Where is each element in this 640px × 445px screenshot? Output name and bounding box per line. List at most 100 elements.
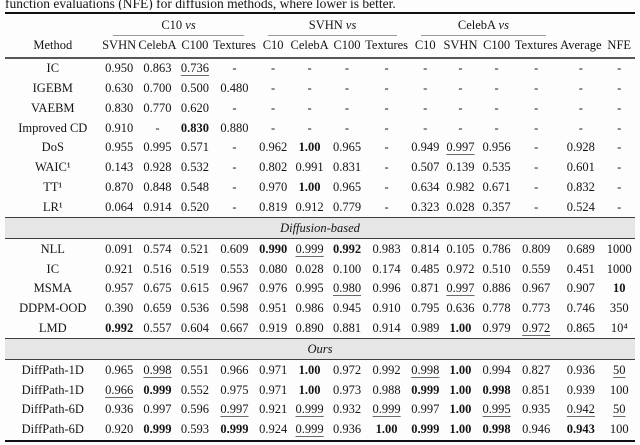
value-cell: 0.999 bbox=[411, 422, 440, 437]
value-cell: 0.851 bbox=[522, 382, 551, 397]
value-cell: 0.779 bbox=[332, 199, 362, 214]
value-cell: 0.986 bbox=[295, 301, 324, 316]
value-cell: 1.00 bbox=[449, 320, 472, 335]
column-header-c10: C10 bbox=[256, 36, 290, 59]
value-cell: - bbox=[307, 100, 312, 115]
method-cell: LMD bbox=[38, 320, 67, 335]
value-cell: 0.919 bbox=[259, 320, 288, 335]
value-cell: 0.890 bbox=[295, 320, 324, 335]
value-cell: 0.965 bbox=[105, 362, 134, 377]
value-cell: - bbox=[271, 81, 276, 96]
value-cell: 0.174 bbox=[372, 261, 401, 276]
value-cell: - bbox=[578, 100, 583, 115]
column-header-c100: C100 bbox=[177, 36, 213, 59]
value-cell: 0.601 bbox=[566, 160, 595, 175]
value-cell: 0.962 bbox=[259, 140, 288, 155]
value-cell: 0.966 bbox=[105, 382, 134, 397]
cmidrule bbox=[112, 35, 245, 36]
value-cell: 0.936 bbox=[332, 422, 362, 437]
value-cell: - bbox=[271, 100, 276, 115]
section-band: Ours bbox=[5, 338, 635, 361]
value-cell: 100 bbox=[609, 382, 629, 397]
value-cell: - bbox=[344, 120, 350, 135]
column-header-c10: C10 bbox=[408, 36, 442, 59]
value-cell: 0.802 bbox=[259, 160, 288, 175]
value-cell: - bbox=[578, 120, 583, 135]
table-row: TT¹ 0.870 0.848 0.548 - 0.970 1.00 0.965 - 0.634 0… bbox=[5, 178, 635, 198]
method-cell: DiffPath-6D bbox=[21, 422, 84, 437]
value-cell: 0.795 bbox=[411, 301, 440, 316]
value-cell: - bbox=[384, 179, 389, 194]
value-cell: 1.00 bbox=[375, 422, 398, 437]
value-cell: 0.871 bbox=[411, 281, 440, 296]
value-cell: 0.865 bbox=[566, 320, 595, 335]
group-header-label: C10 vs bbox=[161, 18, 196, 32]
column-header-c100: C100 bbox=[479, 36, 515, 59]
value-cell: 0.939 bbox=[566, 382, 595, 397]
value-cell: 0.910 bbox=[372, 301, 401, 316]
value-cell: 0.500 bbox=[180, 81, 209, 96]
value-cell: 0.598 bbox=[220, 301, 249, 316]
column-header-svhn: SVHN bbox=[100, 36, 138, 59]
value-cell: 0.914 bbox=[372, 320, 401, 335]
value-cell: 0.557 bbox=[143, 320, 172, 335]
value-cell: - bbox=[155, 120, 160, 135]
value-cell: 0.999 bbox=[143, 382, 172, 397]
value-cell: - bbox=[458, 100, 463, 115]
method-cell: DiffPath-1D bbox=[21, 362, 84, 377]
value-cell: 0.995 bbox=[143, 140, 172, 155]
value-cell: - bbox=[384, 61, 389, 76]
value-cell: 0.827 bbox=[522, 362, 551, 377]
value-cell: 50 bbox=[612, 362, 626, 377]
value-cell: - bbox=[307, 120, 312, 135]
value-cell: 0.520 bbox=[180, 199, 209, 214]
value-cell: 0.999 bbox=[295, 402, 324, 417]
value-cell: - bbox=[458, 120, 463, 135]
value-cell: 0.998 bbox=[482, 422, 511, 437]
group-header-celeba: CelebA vs bbox=[409, 13, 559, 36]
value-cell: - bbox=[384, 140, 389, 155]
value-cell: 0.323 bbox=[411, 199, 440, 214]
value-cell: - bbox=[232, 199, 237, 214]
group-header-svhn: SVHN vs bbox=[256, 13, 408, 36]
method-cell: LR¹ bbox=[42, 199, 63, 214]
method-cell: Improved CD bbox=[18, 120, 88, 135]
value-cell: - bbox=[344, 100, 350, 115]
value-cell: 0.675 bbox=[143, 281, 172, 296]
value-cell: 1.00 bbox=[449, 362, 472, 377]
value-cell: 0.830 bbox=[180, 120, 209, 135]
value-cell: 0.559 bbox=[522, 261, 551, 276]
value-cell: 0.814 bbox=[411, 241, 440, 256]
value-cell: 0.999 bbox=[372, 402, 401, 417]
value-cell: - bbox=[423, 120, 428, 135]
value-cell: - bbox=[617, 160, 622, 175]
value-cell: 0.809 bbox=[522, 241, 551, 256]
method-cell: VAEBM bbox=[31, 100, 75, 115]
value-cell: 0.991 bbox=[295, 160, 324, 175]
column-header-method: Method bbox=[5, 36, 101, 59]
value-cell: 0.659 bbox=[143, 301, 172, 316]
method-cell: TT¹ bbox=[43, 179, 63, 194]
value-cell: 0.989 bbox=[411, 320, 440, 335]
table-row: DiffPath-1D 0.965 0.998 0.551 0.966 0.971 1.00… bbox=[5, 360, 635, 380]
value-cell: 0.548 bbox=[180, 179, 209, 194]
group-header-c10: C10 vs bbox=[101, 13, 257, 36]
value-cell: 0.778 bbox=[482, 301, 511, 316]
value-cell: - bbox=[271, 61, 276, 76]
value-cell: 1.00 bbox=[298, 362, 321, 377]
value-cell: 0.942 bbox=[566, 402, 595, 417]
value-cell: 1.00 bbox=[449, 422, 472, 437]
value-cell: 0.535 bbox=[482, 160, 511, 175]
value-cell: 0.943 bbox=[566, 422, 595, 437]
value-cell: - bbox=[423, 61, 428, 76]
value-cell: 0.028 bbox=[295, 261, 324, 276]
value-cell: 50 bbox=[612, 402, 626, 417]
group-header-label: CelebA vs bbox=[457, 18, 509, 32]
column-header-average: Average bbox=[558, 36, 604, 59]
value-cell: - bbox=[578, 81, 583, 96]
value-cell: - bbox=[534, 160, 539, 175]
value-cell: 0.932 bbox=[332, 402, 362, 417]
section-band-label: Ours bbox=[5, 338, 635, 361]
value-cell: 100 bbox=[609, 422, 629, 437]
value-cell: 0.992 bbox=[332, 241, 362, 256]
